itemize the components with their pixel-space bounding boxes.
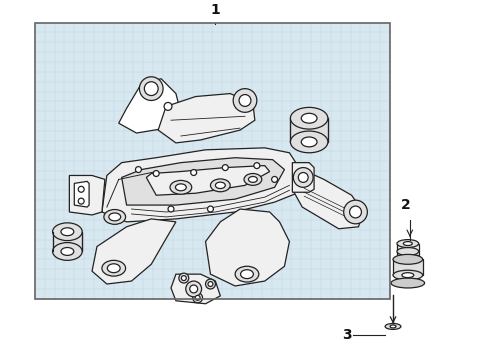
Polygon shape	[205, 209, 290, 286]
Bar	[35, 23, 390, 299]
Circle shape	[205, 279, 216, 289]
Polygon shape	[293, 163, 314, 192]
Polygon shape	[70, 175, 105, 215]
Circle shape	[294, 167, 313, 187]
Circle shape	[186, 281, 201, 297]
Circle shape	[233, 89, 257, 112]
Circle shape	[135, 167, 142, 172]
Ellipse shape	[393, 255, 422, 264]
Circle shape	[298, 172, 308, 183]
Circle shape	[145, 82, 158, 95]
Circle shape	[207, 206, 214, 212]
Ellipse shape	[385, 324, 401, 329]
Bar	[52, 232, 82, 251]
Ellipse shape	[52, 223, 82, 240]
Circle shape	[271, 176, 277, 183]
Circle shape	[193, 293, 202, 303]
Ellipse shape	[393, 270, 422, 280]
Ellipse shape	[211, 179, 230, 192]
Ellipse shape	[170, 180, 192, 194]
Circle shape	[153, 171, 159, 176]
Ellipse shape	[175, 184, 186, 191]
Ellipse shape	[241, 270, 253, 279]
Ellipse shape	[61, 248, 74, 255]
Circle shape	[239, 95, 251, 107]
Circle shape	[181, 276, 186, 280]
Text: 2: 2	[401, 198, 411, 212]
Ellipse shape	[403, 242, 412, 246]
Polygon shape	[147, 166, 270, 195]
Ellipse shape	[109, 213, 121, 221]
Polygon shape	[171, 274, 220, 304]
Circle shape	[78, 198, 84, 204]
Circle shape	[179, 273, 189, 283]
Ellipse shape	[402, 273, 414, 278]
Ellipse shape	[216, 182, 225, 189]
Text: 1: 1	[211, 3, 220, 17]
Circle shape	[164, 103, 172, 111]
Ellipse shape	[397, 248, 418, 255]
Circle shape	[208, 282, 213, 287]
Ellipse shape	[291, 107, 328, 129]
Ellipse shape	[52, 243, 82, 260]
Circle shape	[195, 295, 200, 300]
Circle shape	[140, 77, 163, 100]
Ellipse shape	[301, 113, 317, 123]
Text: 3: 3	[342, 328, 351, 342]
Ellipse shape	[397, 240, 418, 248]
Polygon shape	[102, 148, 302, 222]
Ellipse shape	[301, 137, 317, 147]
Circle shape	[168, 206, 174, 212]
Polygon shape	[92, 219, 176, 284]
Polygon shape	[158, 94, 255, 143]
Ellipse shape	[248, 176, 257, 183]
Circle shape	[349, 206, 362, 218]
Ellipse shape	[391, 278, 425, 288]
Circle shape	[343, 200, 368, 224]
Bar	[291, 118, 328, 142]
Ellipse shape	[102, 260, 125, 276]
Polygon shape	[122, 158, 285, 205]
Polygon shape	[293, 170, 364, 229]
Ellipse shape	[104, 210, 125, 224]
Circle shape	[191, 170, 196, 175]
Bar	[393, 259, 422, 275]
Ellipse shape	[107, 264, 120, 273]
Circle shape	[78, 186, 84, 192]
Ellipse shape	[291, 131, 328, 153]
Circle shape	[254, 163, 260, 168]
Circle shape	[222, 165, 228, 171]
Polygon shape	[74, 181, 89, 207]
Ellipse shape	[244, 174, 262, 185]
Circle shape	[190, 285, 197, 293]
Bar	[35, 23, 390, 299]
Ellipse shape	[390, 325, 396, 328]
Ellipse shape	[235, 266, 259, 282]
Polygon shape	[119, 79, 181, 133]
Ellipse shape	[61, 228, 74, 236]
Bar	[397, 244, 418, 255]
